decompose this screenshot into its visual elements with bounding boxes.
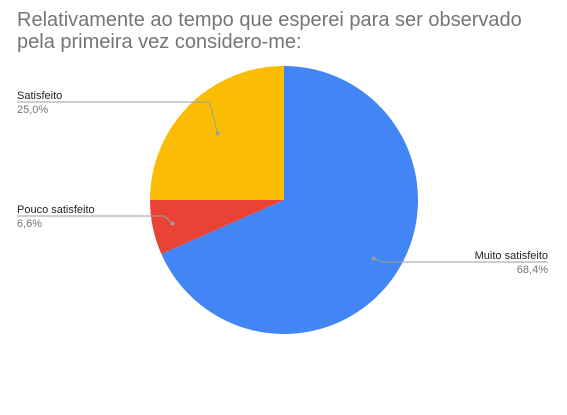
- leader-line: [17, 215, 173, 224]
- pie-slice-pouco-satisfeito: [150, 200, 284, 254]
- leader-dot: [215, 131, 220, 136]
- slice-value-label: 25,0%: [17, 104, 48, 116]
- slice-label: Satisfeito: [17, 90, 62, 102]
- slice-value-label: 6,6%: [17, 218, 42, 230]
- leader-line: [373, 258, 548, 263]
- leader-dot: [170, 221, 175, 226]
- slice-label: Pouco satisfeito: [17, 204, 95, 216]
- pie-slice-muito-satisfeito: [161, 66, 419, 334]
- slice-label: Muito satisfeito: [475, 250, 548, 262]
- slice-value-label: 68,4%: [517, 264, 548, 276]
- leader-line: [17, 101, 219, 134]
- chart-title: Relativamente ao tempo que esperei para …: [17, 9, 522, 53]
- leader-dot: [371, 256, 376, 261]
